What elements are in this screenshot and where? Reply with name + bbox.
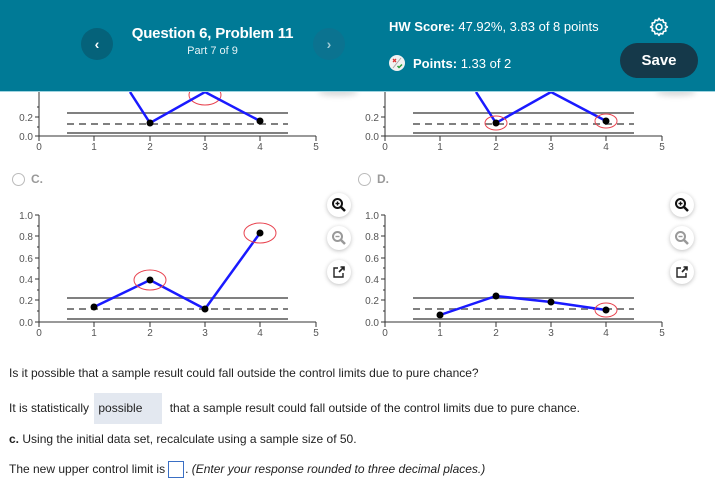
svg-text:0.4: 0.4	[365, 275, 379, 286]
svg-text:1: 1	[91, 142, 97, 153]
ucl-input[interactable]	[168, 461, 185, 479]
zoom-in-button-d[interactable]	[670, 193, 694, 217]
svg-text:0.2: 0.2	[365, 113, 379, 124]
chart-option-c: 1.0 0.8 0.6 0.4 0.2 0.0 0 1 2 3 4 5	[19, 211, 319, 339]
svg-text:3: 3	[548, 142, 554, 153]
svg-text:0.2: 0.2	[19, 113, 33, 124]
svg-text:0.8: 0.8	[19, 232, 33, 243]
svg-text:0.6: 0.6	[19, 254, 33, 265]
svg-text:0.4: 0.4	[19, 275, 33, 286]
save-button[interactable]: Save	[620, 43, 698, 78]
svg-text:1: 1	[437, 142, 443, 153]
popout-button-c[interactable]	[327, 260, 351, 284]
radio-option-c[interactable]	[12, 172, 25, 186]
svg-text:5: 5	[659, 142, 665, 153]
popout-icon	[333, 266, 345, 278]
svg-text:3: 3	[202, 142, 208, 153]
option-d[interactable]: D.	[358, 172, 389, 186]
svg-text:1: 1	[91, 328, 97, 339]
svg-text:4: 4	[257, 142, 263, 153]
zoom-in-icon	[332, 198, 346, 212]
svg-text:5: 5	[313, 142, 319, 153]
points-value: 1.33 of 2	[460, 55, 512, 71]
answer-dropdown[interactable]: possible	[94, 393, 163, 424]
svg-text:0.0: 0.0	[365, 132, 379, 143]
svg-text:0.2: 0.2	[19, 296, 33, 307]
radio-option-d[interactable]	[358, 172, 371, 186]
part-c-instruction: c. Using the initial data set, recalcula…	[9, 432, 357, 446]
question-points: Points: 1.33 of 2	[389, 55, 511, 71]
option-c[interactable]: C.	[12, 172, 43, 186]
answer-suffix: that a sample result could fall outside …	[169, 401, 580, 415]
svg-text:4: 4	[603, 328, 609, 339]
chevron-left-icon: ‹	[94, 36, 100, 52]
hw-score-label: HW Score:	[389, 19, 455, 34]
ucl-sentence: The new upper control limit is. (Enter y…	[9, 459, 485, 479]
partial-credit-icon	[389, 55, 405, 71]
header-bar: ‹ Question 6, Problem 11 Part 7 of 9 › H…	[0, 0, 715, 92]
zoom-out-button-c[interactable]	[327, 226, 351, 250]
chart-option-b: 0.2 0.0 0 1 2 3 4 5	[365, 92, 665, 153]
svg-text:0.8: 0.8	[365, 232, 379, 243]
svg-text:0: 0	[36, 142, 42, 153]
svg-text:4: 4	[603, 142, 609, 153]
svg-text:0: 0	[382, 328, 388, 339]
zoom-out-icon	[332, 231, 346, 245]
option-d-label: D.	[377, 172, 389, 186]
svg-text:0: 0	[36, 328, 42, 339]
hw-score: HW Score: 47.92%, 3.83 of 8 points	[389, 18, 609, 36]
svg-text:0.0: 0.0	[19, 132, 33, 143]
question-prompt: Is it possible that a sample result coul…	[9, 366, 479, 380]
previous-part-button[interactable]: ‹	[81, 28, 113, 60]
svg-text:1: 1	[437, 328, 443, 339]
chevron-right-icon: ›	[326, 36, 332, 52]
svg-text:2: 2	[493, 142, 499, 153]
svg-text:1.0: 1.0	[365, 211, 379, 222]
popout-icon	[676, 266, 688, 278]
svg-text:0.6: 0.6	[365, 254, 379, 265]
ucl-hint: (Enter your response rounded to three de…	[191, 462, 486, 476]
part-c-text: Using the initial data set, recalculate …	[22, 432, 357, 446]
points-label: Points:	[413, 55, 458, 71]
next-part-button[interactable]: ›	[313, 28, 345, 60]
popout-button-d[interactable]	[670, 260, 694, 284]
svg-text:3: 3	[548, 328, 554, 339]
svg-text:4: 4	[257, 328, 263, 339]
chart-option-d: 1.0 0.8 0.6 0.4 0.2 0.0 0 1 2 3 4 5	[365, 211, 665, 339]
option-c-label: C.	[31, 172, 43, 186]
svg-text:3: 3	[202, 328, 208, 339]
part-c-label: c.	[9, 432, 20, 446]
answer-sentence: It is statistically possible that a samp…	[9, 393, 580, 424]
svg-text:0.0: 0.0	[19, 318, 33, 329]
svg-text:5: 5	[313, 328, 319, 339]
part-indicator: Part 7 of 9	[187, 45, 238, 57]
chart-option-a: 0.2 0.0 0 1 2 3 4 5	[19, 92, 319, 153]
zoom-in-button-c[interactable]	[327, 193, 351, 217]
question-title: Question 6, Problem 11	[131, 25, 294, 42]
ucl-prefix: The new upper control limit is	[9, 462, 166, 476]
svg-text:2: 2	[147, 142, 153, 153]
svg-text:1.0: 1.0	[19, 211, 33, 222]
gear-icon[interactable]	[648, 16, 670, 38]
zoom-out-icon	[675, 231, 689, 245]
svg-text:0: 0	[382, 142, 388, 153]
svg-text:2: 2	[147, 328, 153, 339]
svg-text:0.0: 0.0	[365, 318, 379, 329]
answer-prefix: It is statistically	[9, 401, 90, 415]
hw-score-value: 47.92%, 3.83 of 8 points	[458, 19, 599, 34]
zoom-in-icon	[675, 198, 689, 212]
svg-text:5: 5	[659, 328, 665, 339]
svg-text:2: 2	[493, 328, 499, 339]
zoom-out-button-d[interactable]	[670, 226, 694, 250]
svg-text:0.2: 0.2	[365, 296, 379, 307]
